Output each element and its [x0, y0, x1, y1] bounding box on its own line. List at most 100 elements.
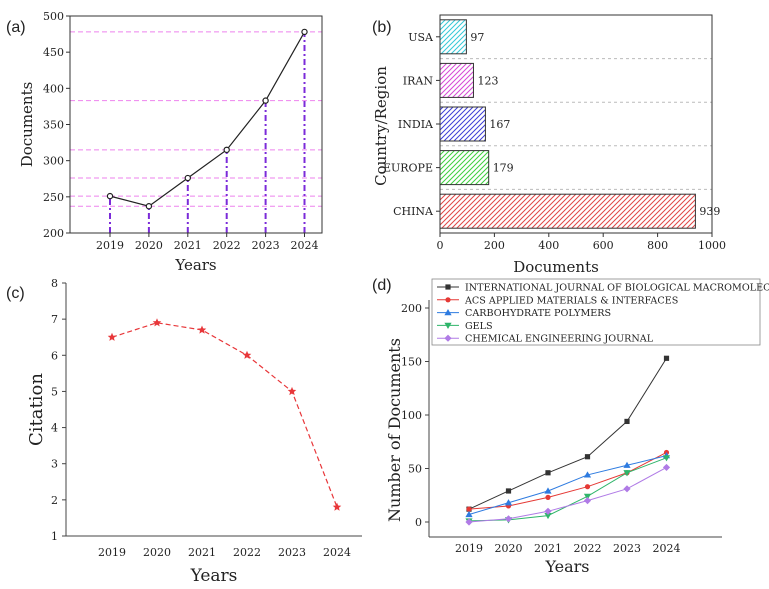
x-tick-label: 2021 [534, 542, 562, 555]
x-tick-label: 2023 [613, 542, 641, 555]
series-marker [544, 512, 552, 520]
category-label: CHINA [393, 205, 434, 218]
series-line [468, 358, 667, 510]
panel-label-c: (c) [6, 285, 25, 302]
x-tick-label: 2021 [174, 239, 202, 252]
series-marker [663, 355, 670, 361]
series-group [465, 463, 671, 526]
series-marker [662, 463, 671, 472]
series-marker [465, 510, 473, 518]
legend-marker [444, 334, 452, 342]
series-marker [544, 487, 552, 494]
x-tick-label: 2024 [323, 546, 351, 559]
category-label: EUROPE [383, 162, 433, 175]
legend-label: CHEMICAL ENGINEERING JOURNAL [465, 334, 654, 345]
x-tick-label: 200 [484, 239, 505, 252]
legend-box [431, 278, 761, 346]
y-tick-label: 6 [51, 349, 58, 362]
x-tick-label: 2020 [495, 542, 523, 555]
data-point [145, 203, 153, 210]
star-marker [287, 386, 297, 396]
x-tick-label: 2022 [233, 546, 261, 559]
category-label: USA [408, 31, 434, 44]
series-group [466, 449, 670, 512]
star-marker [107, 332, 117, 341]
x-tick-label: 2024 [653, 542, 681, 555]
y-tick-label: 200 [401, 302, 422, 315]
plot-frame-a [69, 15, 323, 234]
series-marker [584, 454, 591, 460]
y-axis-label-d: Number of Documents [385, 338, 404, 522]
x-tick-label: 1000 [698, 239, 726, 252]
data-point [262, 97, 269, 104]
x-tick-label: 2023 [252, 239, 280, 252]
category-label: INDIA [398, 118, 434, 131]
y-tick-label: 350 [43, 119, 64, 132]
y-tick-label: 150 [401, 356, 422, 369]
y-tick-label: 500 [43, 10, 64, 23]
x-tick-label: 2024 [291, 239, 319, 252]
y-axis-label-b: Country/Region [372, 66, 390, 186]
panel-c: (c) 1 2 3 4 5 6 7 8 2019 2020 2021 2022 2023 2024 Years… [6, 277, 362, 586]
series-group [466, 355, 670, 512]
y-tick-label: 8 [51, 277, 58, 290]
y-tick-label: 5 [51, 385, 58, 398]
panel-label-d: (d) [372, 277, 392, 294]
series-line [468, 466, 667, 523]
legend-label: GELS [465, 321, 493, 332]
bar-value-label: 179 [493, 162, 514, 175]
x-tick-label: 2022 [213, 239, 241, 252]
bar-value-label: 167 [489, 118, 510, 131]
legend-marker [444, 322, 452, 329]
series-marker [662, 455, 671, 462]
x-axis-label-d: Years [544, 557, 589, 576]
x-tick-label: 2020 [135, 239, 163, 252]
star-marker [197, 325, 207, 334]
x-tick-label: 2019 [455, 542, 483, 555]
bar-value-label: 939 [699, 205, 720, 218]
y-tick-label: 4 [51, 422, 58, 435]
series-line [468, 452, 667, 510]
y-axis-label-c: Citation [26, 373, 47, 446]
bar-value-label: 123 [477, 74, 498, 87]
y-tick-label: 100 [401, 409, 422, 422]
x-tick-label: 2022 [574, 542, 602, 555]
x-tick-label: 2019 [98, 546, 126, 559]
series-marker [624, 418, 630, 425]
series-marker [623, 485, 631, 493]
category-label: IRAN [403, 74, 434, 87]
data-point [301, 28, 308, 36]
series-marker [545, 494, 551, 500]
series-marker [623, 470, 631, 477]
legend-label: ACS APPLIED MATERIALS & INTERFACES [464, 295, 678, 306]
series-marker [466, 506, 472, 512]
data-point [223, 146, 230, 154]
bar [439, 62, 474, 98]
panel-label-a: (a) [6, 19, 26, 36]
y-tick-label: 50 [408, 463, 422, 476]
y-tick-label: 300 [43, 155, 64, 168]
x-axis-label-a: Years [174, 256, 216, 274]
series-marker [465, 518, 473, 526]
y-tick-label: 250 [43, 191, 64, 204]
panel-b: (b) 97 USA 123 IRAN 167 INDIA 179 EUROPE 939 CHINA… [372, 14, 726, 276]
x-tick-label: 2023 [278, 546, 306, 559]
y-axis-label-a: Documents [18, 82, 36, 168]
legend-marker [444, 309, 452, 316]
y-tick-label: 7 [51, 313, 58, 326]
x-tick-label: 600 [593, 239, 614, 252]
x-tick-label: 0 [437, 239, 444, 252]
x-axis-label-c: Years [190, 566, 238, 586]
star-marker [332, 502, 342, 511]
series-group [465, 455, 671, 525]
data-point [106, 192, 114, 200]
x-tick-label: 400 [538, 239, 559, 252]
bar [439, 19, 467, 55]
x-tick-label: 2021 [188, 546, 216, 559]
series-group [465, 452, 671, 518]
series-marker [505, 488, 512, 494]
y-tick-label: 1 [51, 530, 58, 543]
series-line [111, 322, 338, 508]
y-tick-label: 2 [51, 494, 58, 507]
